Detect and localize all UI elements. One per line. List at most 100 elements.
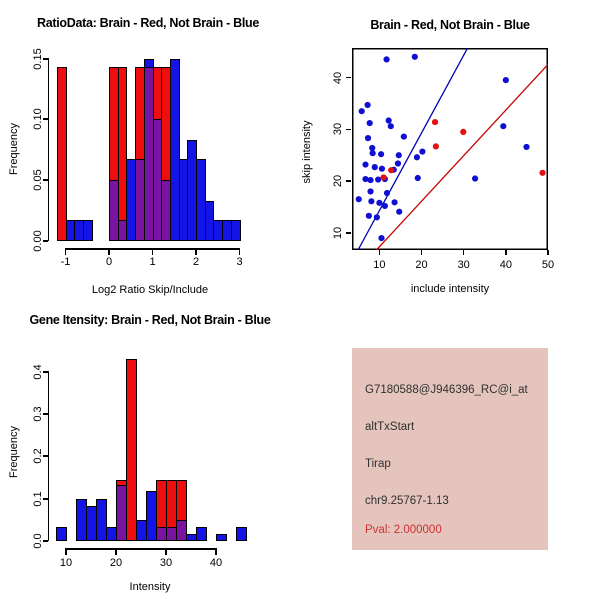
scatter-point: [387, 123, 394, 130]
y-tick: [345, 128, 351, 131]
hist-bar: [231, 220, 241, 241]
y-tick: [42, 240, 48, 242]
hist-bar: [96, 499, 107, 541]
ratio-hist-ylabel: Frequency: [8, 123, 20, 175]
scatter-point: [502, 77, 509, 84]
scatter-ylabel: skip intensity: [301, 120, 313, 184]
x-tick-label: 10: [59, 557, 73, 569]
x-tick: [420, 250, 423, 255]
scatter-point: [400, 133, 407, 140]
y-tick-label: 0.0: [32, 533, 44, 549]
y-tick-label: 10: [332, 226, 344, 240]
x-tick: [547, 250, 549, 255]
x-tick: [238, 249, 241, 255]
scatter-point: [381, 202, 388, 210]
x-tick: [215, 549, 217, 555]
y-tick: [42, 179, 48, 181]
y-tick: [345, 76, 351, 79]
scatter-point: [500, 123, 507, 130]
x-tick: [378, 250, 381, 255]
y-tick-label: 0.1: [32, 491, 44, 507]
gene-info-card: G7180588@J946396_RC@i_at altTxStart Tira…: [352, 348, 548, 550]
scatter-point: [394, 160, 402, 167]
hist-bar: [56, 527, 67, 541]
y-tick-label: 0.15: [32, 48, 44, 70]
y-tick-label: 20: [332, 174, 344, 188]
y-tick: [42, 540, 48, 542]
y-tick: [345, 232, 351, 234]
scatter-point: [365, 212, 372, 219]
gene-symbol-text: Tirap: [365, 458, 391, 470]
scatter-point: [388, 167, 395, 174]
hist-bar: [236, 527, 247, 541]
scatter-point: [358, 108, 365, 115]
scatter-point: [460, 128, 467, 136]
brain-fit-line: [375, 64, 548, 250]
y-tick: [42, 118, 48, 120]
y-tick: [42, 413, 48, 415]
y-tick-label: 30: [332, 123, 344, 136]
scatter-point: [539, 169, 546, 176]
scatter-point: [376, 199, 383, 206]
y-tick-label: 0.00: [32, 230, 44, 252]
x-tick: [462, 250, 465, 255]
y-tick: [42, 58, 48, 60]
y-tick-label: 0.2: [32, 448, 44, 464]
scatter-point: [432, 143, 439, 150]
hist-bar: [170, 59, 180, 241]
x-tick-label: 10: [373, 259, 386, 271]
x-tick-label: 40: [499, 259, 512, 271]
scatter-point: [380, 174, 387, 181]
y-tick-label: 0.05: [32, 169, 44, 191]
pval-text: Pval: 2.000000: [365, 524, 442, 536]
x-tick-label: 40: [209, 557, 223, 569]
scatter-point: [411, 53, 418, 60]
gene-hist-xlabel: Intensity: [129, 581, 171, 593]
location-text: chr9.25767-1.13: [365, 495, 449, 507]
y-axis-line: [47, 58, 49, 241]
x-tick-label: 2: [192, 256, 200, 268]
scatter-point: [368, 198, 375, 205]
y-tick: [42, 371, 48, 373]
x-tick: [151, 249, 154, 255]
x-tick-label: 20: [415, 259, 428, 271]
hist-bar: [126, 359, 137, 541]
x-tick-label: 3: [236, 256, 243, 268]
y-axis-line: [47, 371, 49, 541]
x-tick: [115, 549, 117, 555]
x-axis-line: [64, 248, 241, 250]
scatter-point: [383, 189, 391, 197]
hist-bar: [216, 534, 227, 541]
x-tick-label: -1: [60, 256, 71, 268]
x-tick: [505, 250, 507, 255]
event-type-text: altTxStart: [365, 421, 415, 433]
x-tick: [65, 549, 67, 555]
scatter-point: [383, 56, 390, 63]
y-tick: [345, 180, 351, 182]
x-tick: [195, 249, 197, 255]
scatter-point: [367, 188, 374, 195]
ratio-hist-title: RatioData: Brain - Red, Not Brain - Blue: [36, 16, 260, 30]
x-tick-label: 0: [105, 256, 113, 268]
scatter-title: Brain - Red, Not Brain - Blue: [370, 18, 530, 32]
y-tick-label: 0.3: [32, 406, 44, 422]
x-tick-label: 1: [149, 256, 156, 268]
x-tick: [108, 249, 110, 255]
scatter-point: [362, 161, 369, 168]
scatter-point: [413, 154, 421, 161]
x-axis-line: [65, 548, 217, 550]
x-tick: [165, 549, 167, 555]
scatter-point: [364, 135, 372, 142]
scatter-canvas: [352, 48, 548, 250]
scatter-point: [377, 151, 385, 158]
y-tick-label: 0.10: [32, 108, 44, 130]
scatter-point: [523, 143, 530, 151]
y-tick-label: 40: [332, 71, 344, 84]
scatter-point: [366, 120, 373, 127]
hist-bar: [83, 220, 93, 241]
hist-bar: [196, 159, 206, 241]
scatter-point: [419, 148, 426, 155]
ratio-hist-xlabel: Log2 Ratio Skip/Include: [91, 284, 209, 296]
scatter-point: [385, 117, 392, 124]
